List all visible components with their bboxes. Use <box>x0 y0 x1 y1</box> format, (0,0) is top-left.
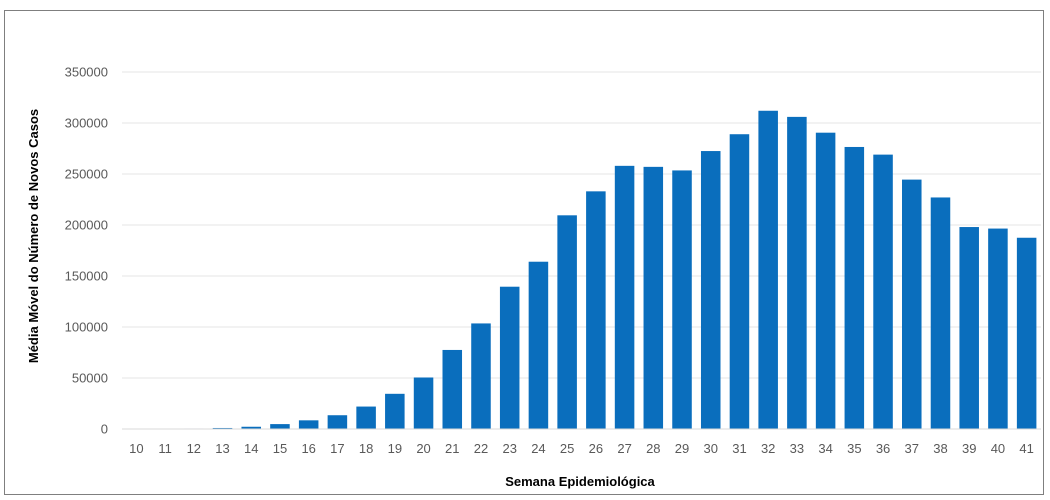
bar-week-40 <box>988 228 1008 429</box>
y-tick-label: 0 <box>101 422 108 437</box>
bar-week-36 <box>873 154 893 429</box>
bar-week-15 <box>270 424 290 429</box>
x-tick-label: 38 <box>933 441 947 456</box>
bar-week-31 <box>729 134 750 429</box>
x-axis-title: Semana Epidemiológica <box>505 474 655 489</box>
x-tick-label: 31 <box>732 441 746 456</box>
x-tick-label: 40 <box>991 441 1005 456</box>
bar-week-17 <box>327 415 348 429</box>
x-tick-label: 21 <box>445 441 459 456</box>
bar-week-29 <box>672 170 692 429</box>
x-tick-label: 12 <box>187 441 201 456</box>
bar-week-41 <box>1016 237 1037 429</box>
bar-week-22 <box>471 323 491 429</box>
bar-week-26 <box>586 191 606 429</box>
bar-week-25 <box>557 215 577 429</box>
bar-week-14 <box>241 426 261 429</box>
y-tick-label: 200000 <box>65 218 108 233</box>
x-tick-label: 34 <box>818 441 832 456</box>
bar-week-33 <box>787 116 807 429</box>
chart-frame <box>4 10 1044 495</box>
x-tick-label: 30 <box>704 441 718 456</box>
bars <box>126 110 1037 430</box>
x-tick-label: 25 <box>560 441 574 456</box>
bar-week-21 <box>442 349 463 429</box>
x-axis-ticks: 10 11 12 13 14 15 16 17 18 19 20 21 22 23 24 25 26 27 28 29… <box>129 441 1034 456</box>
bar-week-38 <box>930 197 951 429</box>
bar-week-39 <box>959 227 979 429</box>
x-tick-label: 37 <box>905 441 919 456</box>
bar-week-24 <box>528 261 549 429</box>
y-tick-label: 350000 <box>65 65 108 80</box>
bar-week-16 <box>298 420 319 429</box>
bar-week-18 <box>356 406 376 429</box>
bar-week-37 <box>902 179 922 429</box>
x-tick-label: 19 <box>388 441 402 456</box>
x-tick-label: 29 <box>675 441 689 456</box>
y-axis-ticks: 0 50000 100000 150000 200000 250000 300000 3500… <box>65 65 108 437</box>
x-tick-label: 17 <box>330 441 344 456</box>
bar-week-19 <box>385 393 405 429</box>
bar-week-35 <box>844 146 865 429</box>
x-tick-label: 28 <box>646 441 660 456</box>
x-tick-label: 27 <box>617 441 631 456</box>
x-tick-label: 15 <box>273 441 287 456</box>
y-tick-label: 100000 <box>65 320 108 335</box>
x-tick-label: 24 <box>531 441 545 456</box>
x-tick-label: 22 <box>474 441 488 456</box>
x-tick-label: 39 <box>962 441 976 456</box>
y-axis-title: Média Móvel do Número de Novos Casos <box>26 109 41 363</box>
y-tick-label: 150000 <box>65 269 108 284</box>
x-tick-label: 36 <box>876 441 890 456</box>
x-tick-label: 13 <box>215 441 229 456</box>
y-tick-label: 300000 <box>65 116 108 131</box>
x-tick-label: 16 <box>301 441 315 456</box>
y-tick-label: 50000 <box>72 371 108 386</box>
bar-week-34 <box>815 132 836 429</box>
x-tick-label: 23 <box>502 441 516 456</box>
bar-week-23 <box>499 286 520 429</box>
x-tick-label: 10 <box>129 441 143 456</box>
x-tick-label: 11 <box>158 441 172 456</box>
bar-week-32 <box>758 110 778 429</box>
x-tick-label: 41 <box>1019 441 1033 456</box>
x-tick-label: 26 <box>589 441 603 456</box>
x-tick-label: 32 <box>761 441 775 456</box>
x-tick-label: 20 <box>416 441 430 456</box>
x-tick-label: 18 <box>359 441 373 456</box>
bar-week-13 <box>212 427 233 429</box>
y-tick-label: 250000 <box>65 167 108 182</box>
x-tick-label: 33 <box>790 441 804 456</box>
bar-week-30 <box>700 151 721 430</box>
bar-week-20 <box>413 377 434 429</box>
bar-week-28 <box>643 166 664 430</box>
x-tick-label: 14 <box>244 441 258 456</box>
x-tick-label: 35 <box>847 441 861 456</box>
bar-week-27 <box>614 165 635 429</box>
